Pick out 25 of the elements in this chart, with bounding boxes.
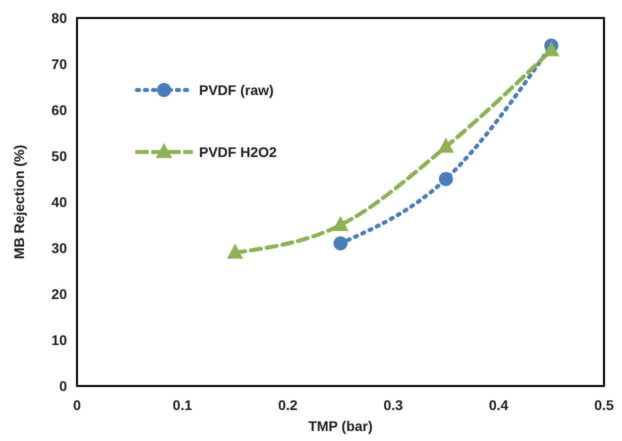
- y-tick-label: 0: [59, 378, 68, 394]
- point: [227, 244, 244, 259]
- legend-label: PVDF H2O2: [199, 144, 278, 160]
- x-tick-label: 0.1: [172, 397, 192, 413]
- y-tick-label: 80: [51, 10, 68, 26]
- point: [334, 236, 348, 250]
- point: [332, 216, 348, 231]
- y-tick-label: 40: [51, 194, 68, 210]
- x-tick-label: 0.3: [383, 397, 404, 413]
- y-tick-label: 70: [51, 56, 68, 72]
- y-tick-label: 20: [51, 286, 68, 302]
- y-tick-label: 50: [51, 148, 68, 164]
- y-tick-label: 30: [51, 240, 68, 256]
- x-tick-label: 0: [73, 397, 82, 413]
- x-tick-label: 0.5: [594, 397, 614, 413]
- legend-label: PVDF (raw): [199, 82, 274, 98]
- y-tick-label: 10: [51, 332, 68, 348]
- point: [438, 172, 453, 186]
- x-tick-label: 0.2: [278, 397, 298, 413]
- x-axis-title: TMP (bar): [308, 418, 373, 434]
- y-axis-title: MB Rejection (%): [11, 144, 27, 260]
- y-tick-label: 60: [51, 102, 68, 118]
- point: [438, 138, 454, 153]
- x-tick-label: 0.4: [488, 397, 509, 413]
- point: [543, 41, 560, 56]
